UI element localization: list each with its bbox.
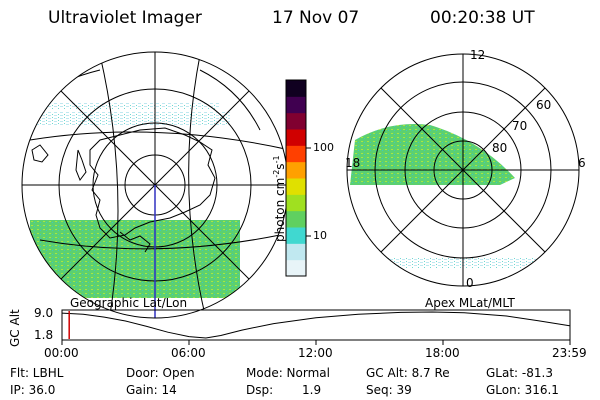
info-gc-alt: GC Alt: 8.7 Re [366, 366, 450, 380]
mlt-label-12: 12 [470, 48, 486, 62]
gc-alt-plot [61, 309, 571, 345]
gc-alt-curve [61, 311, 570, 339]
info-door: Door: Open [126, 366, 195, 380]
info-mode: Mode: Normal [246, 366, 330, 380]
colorbar-border [285, 79, 307, 277]
instrument-title: Ultraviolet Imager [48, 8, 202, 28]
mlat-label-60: 60 [536, 98, 552, 112]
colorbar-tick-10: 10 [313, 229, 327, 242]
colorbar [286, 80, 306, 277]
info-glon: GLon: 316.1 [486, 383, 559, 397]
right-panel-label: Apex MLat/MLT [425, 296, 515, 310]
colorbar-tick-100: 100 [313, 141, 334, 154]
gc-alt-plot-frame [61, 309, 571, 341]
colorbar-segment [286, 259, 306, 277]
mlat-label-80: 80 [492, 141, 508, 155]
info-glat: GLat: -81.3 [486, 366, 553, 380]
info-gain: Gain: 14 [126, 383, 177, 397]
colorbar-segment [286, 112, 306, 130]
gc-alt-xtick-4: 23:59 [552, 346, 587, 360]
colorbar-segment [286, 96, 306, 114]
uv-streak-upper [22, 112, 230, 126]
left-panel-label: Geographic Lat/Lon [70, 296, 188, 310]
mlt-label-18: 18 [345, 156, 361, 170]
info-dsp-value: 1.9 [302, 383, 322, 397]
uv-streak-thin [40, 103, 220, 109]
gc-alt-xtick-1: 06:00 [171, 346, 206, 360]
mlt-label-0: 0 [466, 276, 474, 290]
colorbar-segment [286, 178, 306, 195]
colorbar-segment [286, 80, 306, 97]
gc-alt-xtick-3: 18:00 [425, 346, 460, 360]
geographic-map [22, 52, 288, 318]
info-filter: Flt: LBHL [10, 366, 64, 380]
gc-alt-ytick-min: 1.8 [34, 328, 54, 342]
gc-alt-xtick-0: 00:00 [44, 346, 79, 360]
uv-emission-band [30, 220, 240, 298]
colorbar-title: photon cm-2s-1 [272, 155, 287, 242]
colorbar-segment [286, 161, 306, 179]
gc-alt-ylabel: GC Alt [8, 309, 22, 347]
uv-streak-lower [380, 258, 540, 268]
mlat-grid [346, 53, 580, 287]
colorbar-segment [286, 129, 306, 146]
date-label: 17 Nov 07 [272, 8, 360, 28]
colorbar-segment [286, 194, 306, 212]
landmass-fragment [31, 144, 49, 163]
antarctica-outline [89, 127, 216, 239]
info-dsp-label: Dsp: [246, 383, 274, 397]
colorbar-segment [286, 227, 306, 244]
time-label: 00:20:38 UT [430, 8, 535, 28]
gc-alt-ytick-max: 9.0 [34, 306, 54, 320]
info-seq: Seq: 39 [366, 383, 412, 397]
info-ip: IP: 36.0 [10, 383, 56, 397]
colorbar-segment [286, 145, 306, 163]
colorbar-segment [286, 210, 306, 228]
mlt-label-6: 6 [578, 156, 586, 170]
colorbar-segment [286, 243, 306, 261]
gc-alt-xtick-2: 12:00 [298, 346, 333, 360]
mlat-label-70: 70 [512, 119, 528, 133]
